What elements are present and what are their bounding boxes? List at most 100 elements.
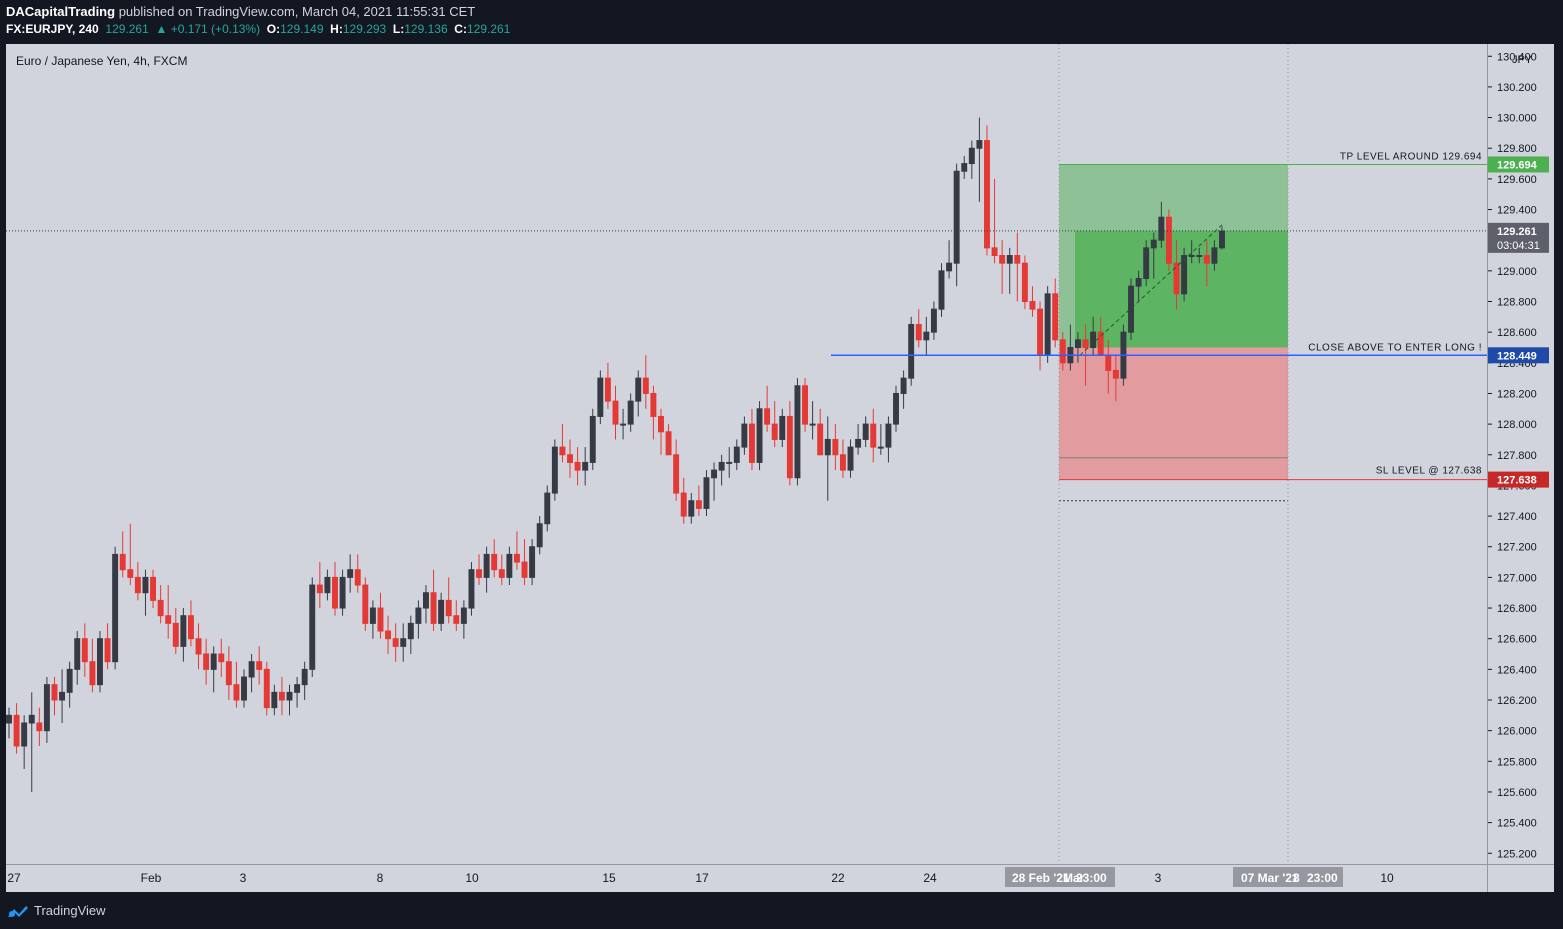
candle[interactable] xyxy=(923,316,930,356)
candle[interactable] xyxy=(248,654,255,693)
candle[interactable] xyxy=(286,684,293,716)
candle[interactable] xyxy=(423,585,429,624)
candle[interactable] xyxy=(476,554,483,586)
candle[interactable] xyxy=(642,355,649,409)
candle[interactable] xyxy=(938,263,945,317)
candle[interactable] xyxy=(445,577,452,624)
candle[interactable] xyxy=(961,155,968,179)
candle[interactable] xyxy=(210,646,217,693)
candle[interactable] xyxy=(74,631,81,685)
candle[interactable] xyxy=(81,623,88,678)
symbol-label[interactable]: FX:EURJPY, 240 xyxy=(6,22,99,36)
candle[interactable] xyxy=(718,454,725,486)
candle[interactable] xyxy=(513,531,520,570)
chart-area[interactable]: 125.200 125.400 125.600 125.800 126.000 126.2… xyxy=(0,44,1563,892)
candle[interactable] xyxy=(271,684,278,716)
candle[interactable] xyxy=(1112,355,1119,402)
candle[interactable] xyxy=(1006,247,1013,294)
candle[interactable] xyxy=(627,393,634,432)
candle[interactable] xyxy=(6,707,12,739)
candle[interactable] xyxy=(1074,332,1081,363)
candle[interactable] xyxy=(59,669,66,723)
candle[interactable] xyxy=(946,240,953,279)
candle[interactable] xyxy=(832,424,839,471)
candle[interactable] xyxy=(415,600,422,639)
candle[interactable] xyxy=(521,539,528,586)
candle[interactable] xyxy=(453,600,460,632)
candle[interactable] xyxy=(900,370,907,409)
candle[interactable] xyxy=(377,592,384,639)
candle[interactable] xyxy=(362,577,369,632)
candle[interactable] xyxy=(597,370,604,425)
candle[interactable] xyxy=(51,677,58,716)
candle[interactable] xyxy=(157,585,164,624)
candle[interactable] xyxy=(438,592,445,632)
candle[interactable] xyxy=(551,439,558,501)
candle[interactable] xyxy=(1128,278,1134,340)
candle[interactable] xyxy=(150,569,157,609)
candle[interactable] xyxy=(999,240,1006,294)
candle[interactable] xyxy=(172,608,179,655)
candle[interactable] xyxy=(779,408,786,448)
candle[interactable] xyxy=(567,439,573,478)
candle[interactable] xyxy=(385,615,392,655)
candle[interactable] xyxy=(1181,247,1188,302)
candle[interactable] xyxy=(498,554,505,586)
candle[interactable] xyxy=(544,485,551,532)
candle[interactable] xyxy=(771,401,778,448)
candle[interactable] xyxy=(680,477,687,524)
sl-price-badge[interactable] xyxy=(1488,471,1549,488)
candle[interactable] xyxy=(294,677,301,708)
candle[interactable] xyxy=(1044,286,1051,363)
candle[interactable] xyxy=(764,385,771,432)
candle[interactable] xyxy=(673,439,680,501)
candle[interactable] xyxy=(347,554,354,593)
candle[interactable] xyxy=(612,385,619,440)
candle[interactable] xyxy=(688,493,695,524)
candle[interactable] xyxy=(233,661,240,708)
candle[interactable] xyxy=(1211,240,1218,271)
candle[interactable] xyxy=(1135,270,1142,302)
candle[interactable] xyxy=(119,531,126,578)
candle[interactable] xyxy=(407,615,414,655)
tradingview-logo-icon[interactable] xyxy=(6,903,30,919)
candle[interactable] xyxy=(582,447,589,486)
candle[interactable] xyxy=(66,661,73,708)
candle[interactable] xyxy=(839,439,846,478)
candle[interactable] xyxy=(885,416,892,463)
candle[interactable] xyxy=(536,516,543,555)
candle[interactable] xyxy=(847,439,854,478)
candle[interactable] xyxy=(332,562,338,616)
candle[interactable] xyxy=(218,638,225,678)
candle[interactable] xyxy=(506,546,513,586)
candle[interactable] xyxy=(21,715,28,769)
candle[interactable] xyxy=(369,600,376,639)
price-chart[interactable]: 125.200 125.400 125.600 125.800 126.000 126.2… xyxy=(0,44,1563,892)
candle[interactable] xyxy=(28,692,35,792)
candle[interactable] xyxy=(1165,209,1172,271)
candle[interactable] xyxy=(134,562,141,601)
candle[interactable] xyxy=(794,378,801,486)
brand-name[interactable]: TradingView xyxy=(34,903,106,918)
candle[interactable] xyxy=(786,401,793,486)
candle[interactable] xyxy=(968,140,975,179)
candle[interactable] xyxy=(195,623,202,670)
candle[interactable] xyxy=(309,577,316,678)
candle[interactable] xyxy=(870,408,877,463)
candle[interactable] xyxy=(726,447,733,478)
sl-zone[interactable] xyxy=(1059,347,1288,480)
candle[interactable] xyxy=(354,554,361,593)
candle[interactable] xyxy=(976,117,983,202)
candle[interactable] xyxy=(991,178,998,264)
candle[interactable] xyxy=(468,562,475,616)
price-axis[interactable] xyxy=(1488,44,1554,864)
candle[interactable] xyxy=(180,608,187,662)
candle[interactable] xyxy=(756,401,763,471)
candle[interactable] xyxy=(36,707,43,746)
candle[interactable] xyxy=(256,646,263,685)
candle[interactable] xyxy=(1090,316,1097,356)
candle[interactable] xyxy=(862,416,869,448)
candle[interactable] xyxy=(741,416,748,455)
candle[interactable] xyxy=(142,569,149,616)
candle[interactable] xyxy=(491,539,498,578)
